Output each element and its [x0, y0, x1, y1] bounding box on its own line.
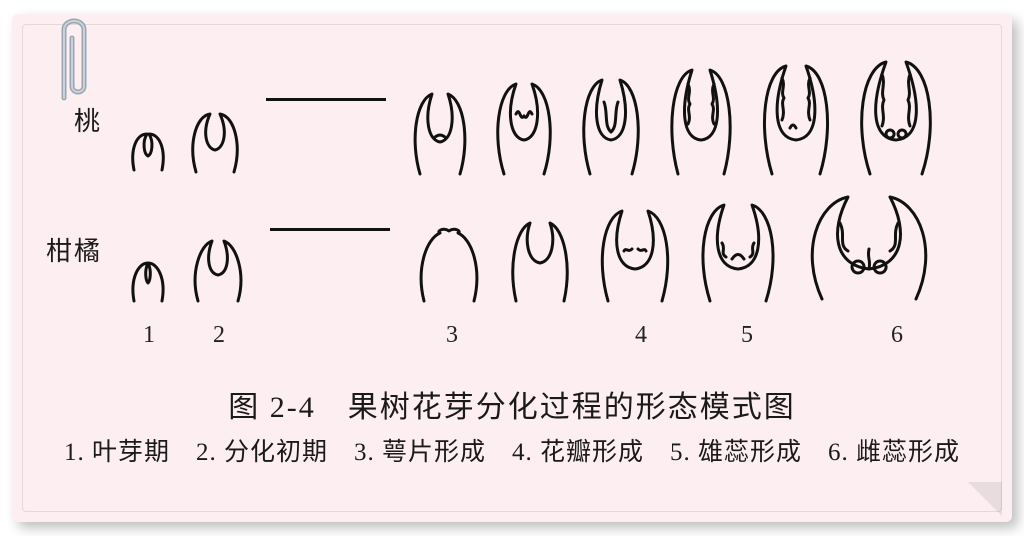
- bud-stage-icon: [402, 84, 478, 180]
- bud-stage-icon: [180, 102, 250, 180]
- stage-number: 4: [590, 322, 692, 349]
- figure-card: 桃柑橘 12 3 456 图 2-4 果树花芽分化过程的形态模式图 1. 叶芽期 2…: [12, 14, 1012, 522]
- bud-stage-icon: [498, 209, 582, 309]
- diagram-rows: 桃柑橘: [12, 54, 1012, 314]
- stage-number: 1: [120, 322, 178, 349]
- diagram-row: 柑橘: [12, 184, 1012, 314]
- stage-number: [802, 322, 822, 349]
- bud-stage-icon: [588, 201, 682, 309]
- dash-separator: [270, 228, 390, 231]
- stage-number: [260, 322, 406, 349]
- bud-stage-icon: [794, 189, 944, 309]
- bud-stage-icon: [658, 64, 744, 180]
- bud-stage-icon: [484, 76, 564, 180]
- stage-numbers: 12 3 456: [120, 322, 972, 349]
- dash-separator: [266, 98, 386, 101]
- stage-number: 2: [178, 322, 260, 349]
- bud-stage-icon: [406, 217, 492, 309]
- row-stages: [120, 189, 944, 309]
- bud-stage-icon: [848, 58, 944, 180]
- stage-number: 5: [692, 322, 802, 349]
- bud-stage-icon: [120, 247, 176, 309]
- stage-number: 3: [406, 322, 498, 349]
- bud-stage-icon: [182, 229, 254, 309]
- bud-stage-icon: [120, 120, 174, 180]
- figure-title: 图 2-4 果树花芽分化过程的形态模式图: [12, 382, 1012, 426]
- diagram-row: 桃: [12, 54, 1012, 184]
- stage-number: [498, 322, 590, 349]
- bud-stage-icon: [570, 72, 652, 180]
- row-label: 柑橘: [12, 231, 120, 268]
- stage-number: 6: [822, 322, 972, 349]
- bud-stage-icon: [688, 197, 788, 309]
- row-stages: [120, 58, 944, 180]
- bud-stage-icon: [750, 60, 842, 180]
- row-label: 桃: [12, 101, 120, 138]
- figure-legend: 1. 叶芽期 2. 分化初期 3. 萼片形成 4. 花瓣形成 5. 雄蕊形成 6…: [12, 432, 1012, 468]
- page-curl-icon: [968, 482, 1002, 516]
